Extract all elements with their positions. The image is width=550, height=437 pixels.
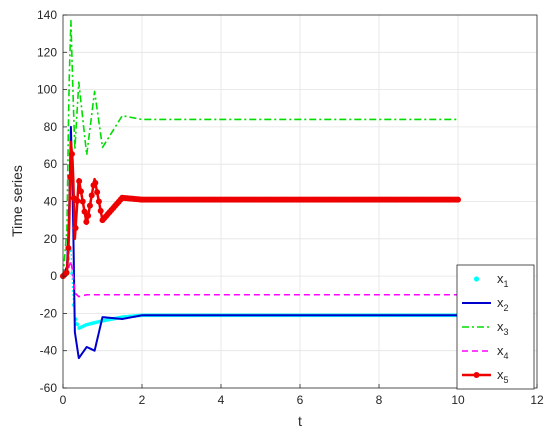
series-point xyxy=(83,218,90,225)
x-axis-label: t xyxy=(298,413,302,429)
y-tick-label: 0 xyxy=(50,269,57,283)
series-point xyxy=(81,208,88,215)
series-point xyxy=(65,244,72,251)
series-layer xyxy=(60,19,461,360)
legend: x1 x2 x3 x4 x5 xyxy=(456,264,535,390)
series-point xyxy=(92,179,99,186)
legend-swatch-marker xyxy=(473,276,480,282)
y-tick-label: -40 xyxy=(40,344,58,358)
legend-entry-x3: x3 xyxy=(497,319,509,337)
series-point xyxy=(94,189,101,196)
series-point xyxy=(68,151,75,158)
series-line xyxy=(62,260,459,298)
y-axis-label: Time series xyxy=(9,165,25,237)
x-tick-label: 2 xyxy=(139,393,146,407)
y-tick-label: 80 xyxy=(44,120,58,134)
series-x4 xyxy=(62,260,459,298)
y-tick-label: -20 xyxy=(40,306,58,320)
series-line xyxy=(62,125,459,360)
y-tick-label: -60 xyxy=(40,381,58,395)
series-point xyxy=(455,196,461,203)
series-x5 xyxy=(60,140,461,280)
y-tick-label: 20 xyxy=(44,232,58,246)
x-tick-label: 0 xyxy=(60,393,67,407)
series-x2 xyxy=(62,125,459,360)
y-tick-label: 40 xyxy=(44,195,58,209)
series-point xyxy=(72,224,79,231)
x-tick-label: 8 xyxy=(376,393,383,407)
series-point xyxy=(74,197,81,204)
legend-entry-x2: x2 xyxy=(497,295,509,313)
series-x3 xyxy=(62,19,459,277)
series-point xyxy=(75,322,80,327)
ticks: 0 2 4 6 8 10 12 -60 -40 -20 0 20 40 60 80 100 120 140 xyxy=(37,8,544,407)
legend-entry-x1: x1 xyxy=(497,271,509,289)
series-point xyxy=(63,269,70,276)
series-point xyxy=(79,198,86,205)
series-point xyxy=(86,202,93,209)
x-tick-label: 6 xyxy=(297,393,304,407)
series-point xyxy=(85,212,92,219)
x-tick-label: 12 xyxy=(530,393,544,407)
series-point xyxy=(97,207,104,214)
y-tick-label: 100 xyxy=(37,83,57,97)
y-tick-label: 60 xyxy=(44,157,58,171)
legend-swatch-marker xyxy=(473,372,480,378)
y-tick-label: 120 xyxy=(37,45,57,59)
series-point xyxy=(77,188,84,195)
legend-box xyxy=(456,264,535,390)
y-tick-label: 140 xyxy=(37,8,57,22)
legend-entry-x4: x4 xyxy=(497,343,509,361)
legend-entry-x5: x5 xyxy=(497,367,509,385)
x-tick-label: 4 xyxy=(218,393,225,407)
x-tick-label: 10 xyxy=(451,393,465,407)
series-line xyxy=(62,19,459,277)
series-point xyxy=(76,178,83,185)
series-point xyxy=(95,198,102,205)
series-point xyxy=(88,192,95,199)
series-point xyxy=(67,174,74,181)
